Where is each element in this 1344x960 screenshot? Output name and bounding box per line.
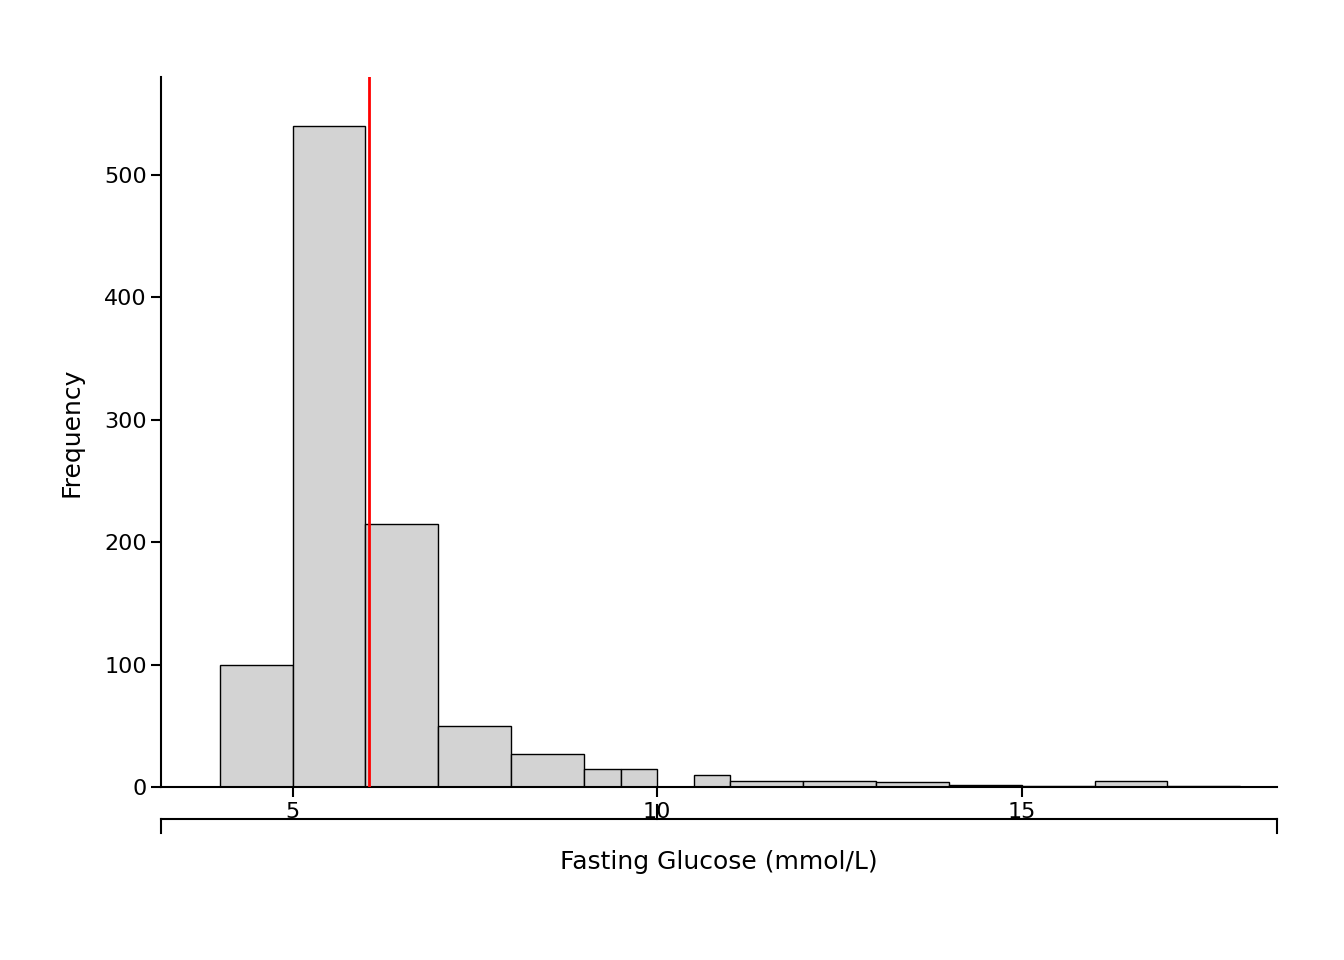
Bar	[438, 726, 511, 787]
Bar	[802, 781, 876, 787]
Bar	[949, 784, 1021, 787]
Bar	[219, 664, 293, 787]
X-axis label: Fasting Glucose (mmol/L): Fasting Glucose (mmol/L)	[560, 850, 878, 874]
Bar	[1021, 786, 1094, 787]
Bar	[1094, 781, 1168, 787]
Bar	[293, 126, 366, 787]
Y-axis label: Frequency: Frequency	[59, 368, 83, 496]
Bar	[876, 782, 949, 787]
Bar	[1168, 786, 1241, 787]
Bar	[730, 781, 802, 787]
Bar	[585, 769, 621, 787]
Bar	[694, 775, 730, 787]
Bar	[621, 769, 657, 787]
Bar	[511, 755, 585, 787]
Bar	[366, 524, 438, 787]
